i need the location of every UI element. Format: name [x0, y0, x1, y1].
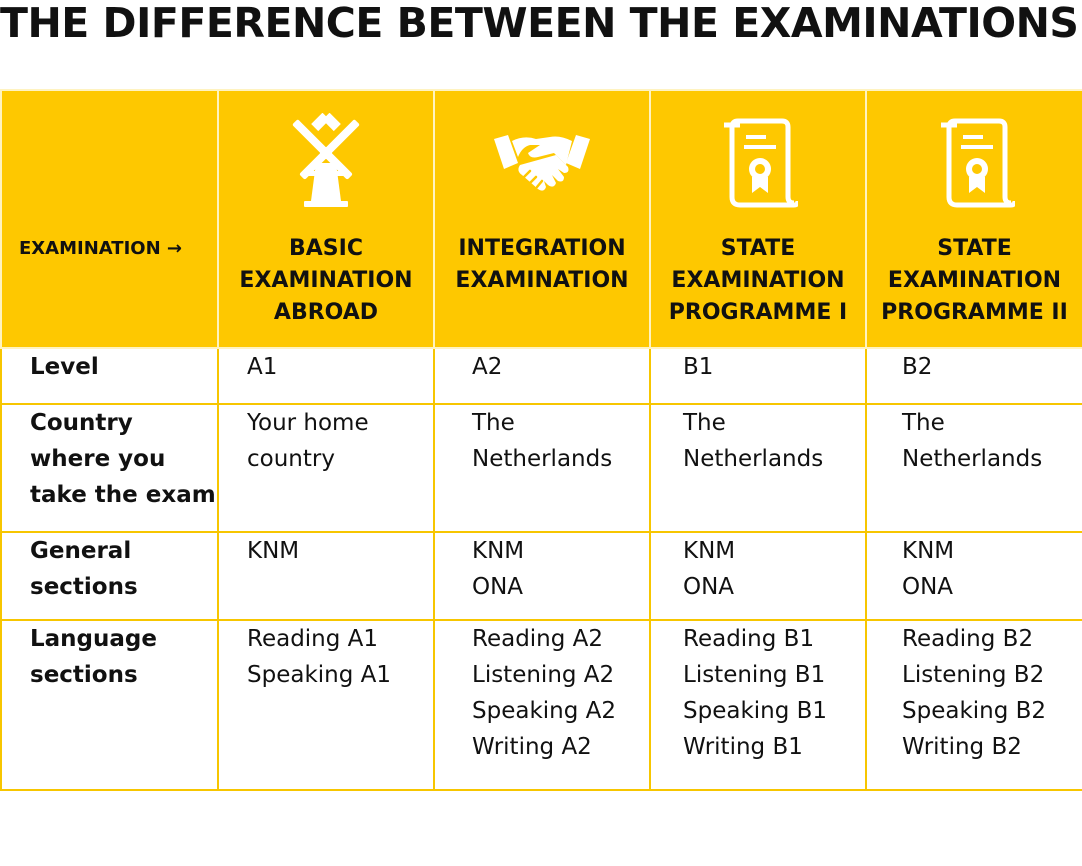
header-label-line: STATE	[937, 236, 1012, 261]
cell-line: KNM	[902, 538, 955, 564]
header-corner-cell: EXAMINATION →	[0, 89, 219, 349]
header-label-line: BASIC	[289, 236, 363, 261]
table-cell: The Netherlands	[865, 403, 1082, 533]
windmill-icon	[292, 113, 360, 207]
cell-line: Speaking A1	[247, 662, 392, 688]
cell-line: Netherlands	[683, 446, 824, 472]
cell-line: KNM	[472, 538, 525, 564]
header-label-line: EXAMINATION	[671, 268, 845, 293]
header-label-line: INTEGRATION	[458, 236, 626, 261]
cell-line: The	[902, 410, 945, 436]
certificate-icon	[940, 118, 1015, 208]
table-cell: The Netherlands	[433, 403, 651, 533]
table-cell: KNM ONA	[433, 531, 651, 621]
row-label-line: sections	[30, 662, 138, 688]
cell-line: KNM	[683, 538, 736, 564]
header-label-line: STATE	[720, 236, 796, 261]
cell-line: ONA	[902, 574, 954, 600]
page-title: THE DIFFERENCE BETWEEN THE EXAMINATIONS	[0, 0, 1079, 47]
cell-line: Reading B1	[683, 626, 815, 652]
header-integration-examination: INTEGRATION EXAMINATION	[433, 89, 651, 349]
header-basic-examination-abroad: BASIC EXAMINATION ABROAD	[217, 89, 435, 349]
row-label-line: sections	[30, 574, 138, 600]
row-label-line: General	[30, 538, 132, 564]
row-label-line: Level	[30, 354, 99, 380]
row-label-general-sections: General sections	[0, 531, 219, 621]
row-label-line: where you	[30, 446, 166, 472]
cell-line: Your home	[247, 410, 369, 436]
cell-line: Speaking B2	[902, 698, 1047, 724]
handshake-icon	[494, 135, 590, 191]
row-label-language-sections: Language sections	[0, 619, 219, 791]
row-label-line: Country	[30, 410, 133, 436]
cell-line: A2	[472, 354, 503, 380]
table-cell: KNM ONA	[649, 531, 867, 621]
table-cell: B1	[649, 347, 867, 405]
table-cell: The Netherlands	[649, 403, 867, 533]
cell-line: Netherlands	[902, 446, 1043, 472]
row-label-line: Language	[30, 626, 157, 652]
table-cell: KNM	[217, 531, 435, 621]
cell-line: ONA	[683, 574, 735, 600]
cell-line: Listening B1	[683, 662, 826, 688]
cell-line: Netherlands	[472, 446, 613, 472]
cell-line: KNM	[247, 538, 300, 564]
header-label-line: EXAMINATION	[887, 268, 1062, 293]
table-cell: Reading A2 Listening A2 Speaking A2 Writ…	[433, 619, 651, 791]
cell-line: Speaking A2	[472, 698, 617, 724]
table-cell: A1	[217, 347, 435, 405]
table-row-level: Level A1 A2 B1 B2	[0, 347, 1082, 405]
cell-line: The	[683, 410, 726, 436]
header-label-line: PROGRAMME I	[668, 300, 848, 325]
header-row: EXAMINATION →	[0, 89, 1082, 349]
cell-line: Reading A1	[247, 626, 379, 652]
cell-line: Listening B2	[902, 662, 1045, 688]
row-label-country: Country where you take the exam	[0, 403, 219, 533]
cell-line: Reading B2	[902, 626, 1034, 652]
cell-line: Reading A2	[472, 626, 604, 652]
cell-line: B1	[683, 354, 714, 380]
cell-line: Writing B1	[683, 734, 803, 760]
cell-line: Speaking B1	[683, 698, 828, 724]
header-state-examination-programme-ii: STATE EXAMINATION PROGRAMME II	[865, 89, 1082, 349]
certificate-icon	[724, 118, 798, 208]
cell-line: ONA	[472, 574, 524, 600]
table-cell: Reading B1 Listening B1 Speaking B1 Writ…	[649, 619, 867, 791]
header-state-examination-programme-i: STATE EXAMINATION PROGRAMME I	[649, 89, 867, 349]
cell-line: country	[247, 446, 335, 472]
table-cell: KNM ONA	[865, 531, 1082, 621]
header-label-line: PROGRAMME II	[881, 300, 1068, 325]
cell-line: Writing B2	[902, 734, 1022, 760]
table-cell: Your home country	[217, 403, 435, 533]
table-cell: Reading A1 Speaking A1	[217, 619, 435, 791]
exam-comparison-table: EXAMINATION →	[0, 89, 1082, 791]
table-row-general-sections: General sections KNM KNM ONA KNM ONA KNM…	[0, 531, 1082, 621]
cell-line: A1	[247, 354, 278, 380]
cell-line: Listening A2	[472, 662, 615, 688]
header-label-line: EXAMINATION	[239, 268, 413, 293]
table-cell: Reading B2 Listening B2 Speaking B2 Writ…	[865, 619, 1082, 791]
header-label-line: ABROAD	[273, 300, 379, 325]
row-label-line: take the exam	[30, 482, 216, 508]
row-label-level: Level	[0, 347, 219, 405]
table-cell: B2	[865, 347, 1082, 405]
table-row-language-sections: Language sections Reading A1 Speaking A1…	[0, 619, 1082, 791]
examination-arrow-label: EXAMINATION →	[19, 238, 183, 259]
cell-line: Writing A2	[472, 734, 592, 760]
header-label-line: EXAMINATION	[455, 268, 629, 293]
table-cell: A2	[433, 347, 651, 405]
cell-line: B2	[902, 354, 933, 380]
table-row-country: Country where you take the exam Your hom…	[0, 403, 1082, 533]
cell-line: The	[472, 410, 515, 436]
